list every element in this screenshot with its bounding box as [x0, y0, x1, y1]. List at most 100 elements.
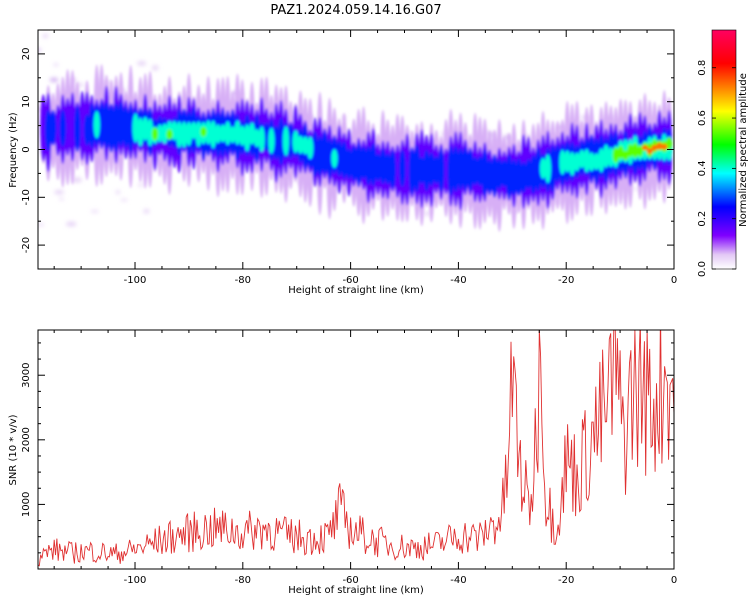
snr-series-line	[38, 330, 674, 567]
band-cell	[185, 121, 193, 146]
snr-y-axis-label: SNR (10 * v/v)	[8, 414, 19, 485]
band-cell	[404, 133, 411, 206]
band-cell	[564, 150, 571, 173]
band-cell	[190, 121, 197, 140]
band-cell	[539, 157, 547, 179]
band-cell	[219, 124, 227, 143]
band-cell	[568, 151, 576, 176]
band-cell	[171, 121, 178, 141]
band-cell	[510, 159, 518, 196]
band-cell	[622, 150, 629, 161]
band-cell	[200, 126, 207, 137]
noise-blob	[42, 34, 49, 39]
band-cell	[467, 148, 474, 192]
colorbar-gradient	[711, 29, 737, 270]
band-cell	[78, 90, 86, 161]
colorbar-tick-label: 0.0	[697, 261, 708, 277]
band-cell	[49, 109, 57, 146]
band-cell	[224, 121, 231, 146]
noise-blob	[423, 211, 431, 216]
snr-x-axis-label: Height of straight line (km)	[288, 585, 424, 596]
band-cell	[578, 149, 586, 169]
noise-blob	[71, 177, 83, 183]
band-cell	[384, 153, 391, 185]
band-cell	[146, 118, 154, 146]
noise-blob	[38, 223, 45, 226]
band-cell	[593, 153, 600, 170]
band-cell	[617, 145, 624, 159]
band-cell	[491, 153, 498, 198]
snr-x-tick-label: -60	[342, 575, 358, 586]
band-cell	[661, 143, 668, 150]
snr-line-layer	[38, 330, 674, 567]
band-cell	[447, 146, 455, 196]
band-cell	[156, 124, 164, 143]
band-cell	[437, 147, 445, 192]
band-cell	[54, 104, 62, 156]
band-cell	[287, 123, 294, 160]
spectrogram-y-tick-label: -10	[21, 189, 32, 205]
band-cell	[268, 127, 275, 154]
band-cell	[234, 120, 241, 145]
noise-blob	[137, 61, 147, 66]
noise-blob	[151, 65, 159, 71]
band-cell	[505, 154, 513, 201]
band-cell	[243, 124, 251, 152]
band-cell	[360, 146, 367, 180]
band-cell	[273, 125, 280, 160]
band-cell	[408, 146, 416, 196]
band-cell	[588, 152, 595, 172]
band-cell	[481, 148, 489, 197]
band-cell	[534, 147, 542, 192]
band-cell	[69, 92, 76, 162]
band-cell	[311, 131, 319, 178]
band-cell	[656, 142, 663, 150]
band-cell	[277, 117, 285, 166]
band-cell	[598, 148, 605, 173]
band-cell	[607, 147, 615, 168]
snr-ticks: -100 -80 -60 -40 -20 0 1000 2000 3000	[21, 330, 677, 586]
band-cell	[83, 114, 91, 146]
band-cell	[602, 144, 610, 168]
band-cell	[112, 103, 120, 152]
band-cell	[520, 161, 527, 193]
band-cell	[462, 146, 469, 192]
band-cell	[176, 121, 183, 148]
band-cell	[573, 152, 581, 172]
spectrogram-x-tick-label: -60	[342, 275, 358, 286]
spectrogram-y-tick-label: 0	[21, 146, 32, 152]
band-cell	[641, 145, 649, 151]
band-cell	[93, 110, 100, 139]
band-cell	[530, 154, 537, 194]
noise-blob	[49, 77, 59, 83]
band-cell	[263, 122, 270, 153]
band-cell	[350, 145, 358, 181]
band-cell	[326, 138, 333, 179]
spectrogram-x-tick-label: 0	[671, 275, 677, 286]
noise-blob	[633, 187, 639, 190]
band-cell	[214, 124, 222, 144]
band-cell	[433, 156, 440, 184]
band-cell	[525, 158, 532, 189]
band-cell	[40, 94, 47, 162]
noise-blob	[59, 197, 64, 201]
band-cell	[98, 101, 105, 149]
snr-x-tick-label: -20	[558, 575, 574, 586]
noise-blob	[65, 221, 77, 227]
band-cell	[418, 156, 425, 184]
band-cell	[205, 120, 212, 145]
band-cell	[137, 117, 144, 147]
band-cell	[302, 136, 309, 155]
noise-blob	[138, 183, 144, 187]
band-cell	[331, 149, 338, 168]
snr-x-tick-label: -80	[235, 575, 251, 586]
snr-y-tick-label: 2000	[21, 427, 32, 452]
spectrogram-heatmap	[38, 34, 673, 232]
spectrogram-y-tick-label: -20	[21, 237, 32, 253]
band-cell	[355, 142, 362, 187]
band-cell	[316, 135, 324, 177]
spectrogram-x-axis-label: Height of straight line (km)	[288, 285, 424, 296]
